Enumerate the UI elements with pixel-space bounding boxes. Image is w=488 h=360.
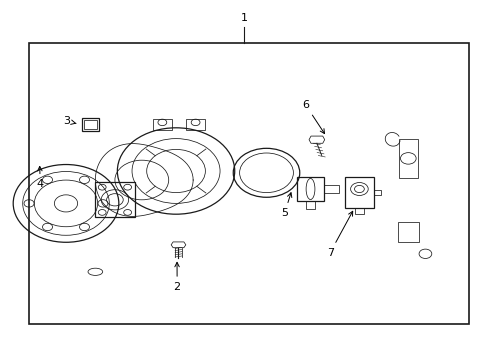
Bar — [84, 120, 97, 129]
Bar — [95, 182, 135, 217]
Text: 1: 1 — [241, 13, 247, 23]
Text: 5: 5 — [281, 193, 291, 218]
Bar — [297, 177, 324, 201]
Bar — [29, 43, 468, 324]
Bar — [354, 208, 364, 215]
Text: 7: 7 — [326, 211, 352, 258]
Bar — [81, 118, 99, 131]
Text: 2: 2 — [173, 262, 181, 292]
Bar — [323, 185, 338, 193]
Bar — [345, 177, 373, 208]
Text: 4: 4 — [37, 166, 44, 189]
Bar — [397, 222, 418, 242]
Text: 6: 6 — [302, 100, 324, 134]
Bar — [373, 190, 380, 195]
Text: 3: 3 — [63, 116, 76, 126]
Bar — [305, 201, 315, 209]
Bar — [185, 119, 205, 130]
Bar — [398, 139, 417, 178]
Bar — [152, 119, 172, 130]
